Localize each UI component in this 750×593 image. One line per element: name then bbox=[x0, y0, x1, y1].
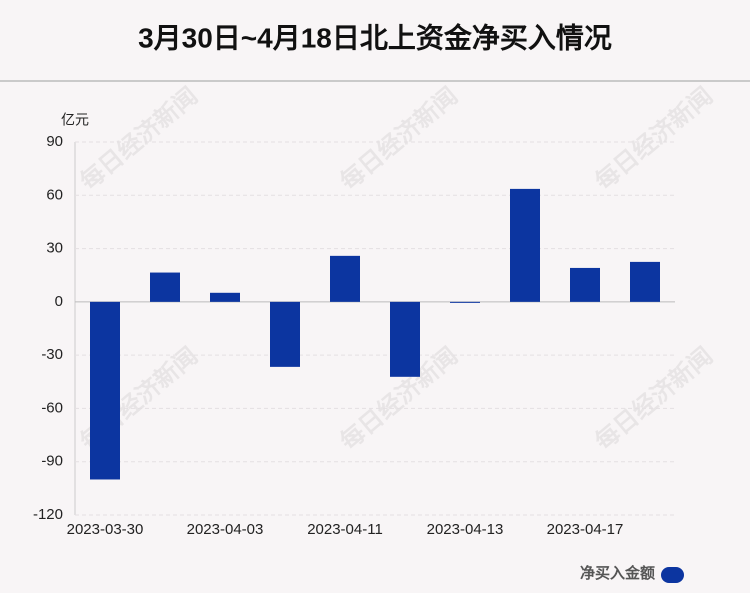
x-tick-label: 2023-04-13 bbox=[427, 521, 504, 538]
y-tick-label: -60 bbox=[41, 399, 63, 416]
x-tick-label: 2023-04-11 bbox=[307, 521, 383, 538]
y-unit: 亿元 bbox=[61, 112, 89, 128]
x-tick-label: 2023-03-30 bbox=[67, 521, 144, 538]
bar bbox=[630, 261, 660, 302]
legend-swatch bbox=[661, 567, 684, 583]
y-tick-label: -120 bbox=[33, 506, 63, 523]
y-tick-label: 90 bbox=[46, 133, 63, 150]
y-tick-label: 30 bbox=[46, 240, 63, 257]
chart-title: 3月30日~4月18日北上资金净买入情况 bbox=[138, 21, 612, 53]
x-tick-label: 2023-04-17 bbox=[547, 521, 624, 538]
legend-label: 净买入金额 bbox=[580, 564, 655, 582]
bar bbox=[450, 301, 480, 303]
y-tick-label: 0 bbox=[55, 293, 63, 310]
y-tick-label: 60 bbox=[46, 186, 63, 203]
bar bbox=[270, 301, 300, 367]
bar bbox=[570, 267, 600, 302]
y-tick-label: -90 bbox=[41, 453, 63, 470]
bar bbox=[210, 292, 240, 302]
x-tick-label: 2023-04-03 bbox=[187, 521, 264, 538]
bar bbox=[390, 301, 420, 377]
bar bbox=[90, 301, 120, 480]
bar bbox=[330, 255, 360, 302]
y-tick-label: -30 bbox=[41, 346, 63, 363]
bar bbox=[510, 188, 540, 302]
bar bbox=[150, 272, 180, 302]
